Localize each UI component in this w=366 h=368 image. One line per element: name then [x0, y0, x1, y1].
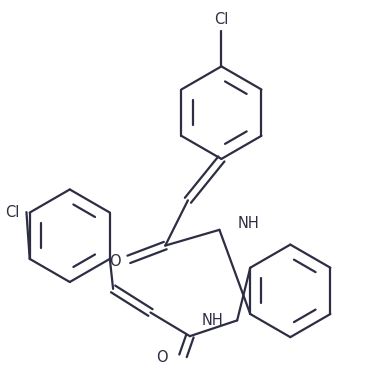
Text: Cl: Cl: [5, 205, 20, 220]
Text: NH: NH: [237, 216, 259, 231]
Text: O: O: [157, 350, 168, 365]
Text: Cl: Cl: [214, 12, 229, 26]
Text: O: O: [109, 254, 121, 269]
Text: NH: NH: [202, 313, 223, 328]
